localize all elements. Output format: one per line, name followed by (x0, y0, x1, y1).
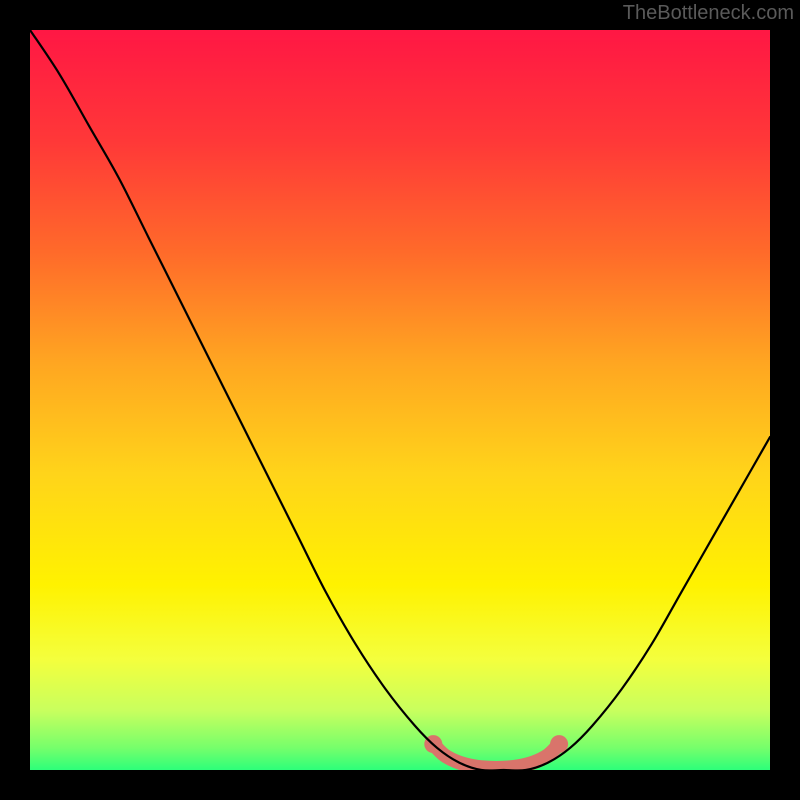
bottleneck-chart (0, 0, 800, 800)
chart-container: TheBottleneck.com (0, 0, 800, 800)
chart-background-gradient (30, 30, 770, 770)
watermark-text: TheBottleneck.com (623, 2, 794, 25)
